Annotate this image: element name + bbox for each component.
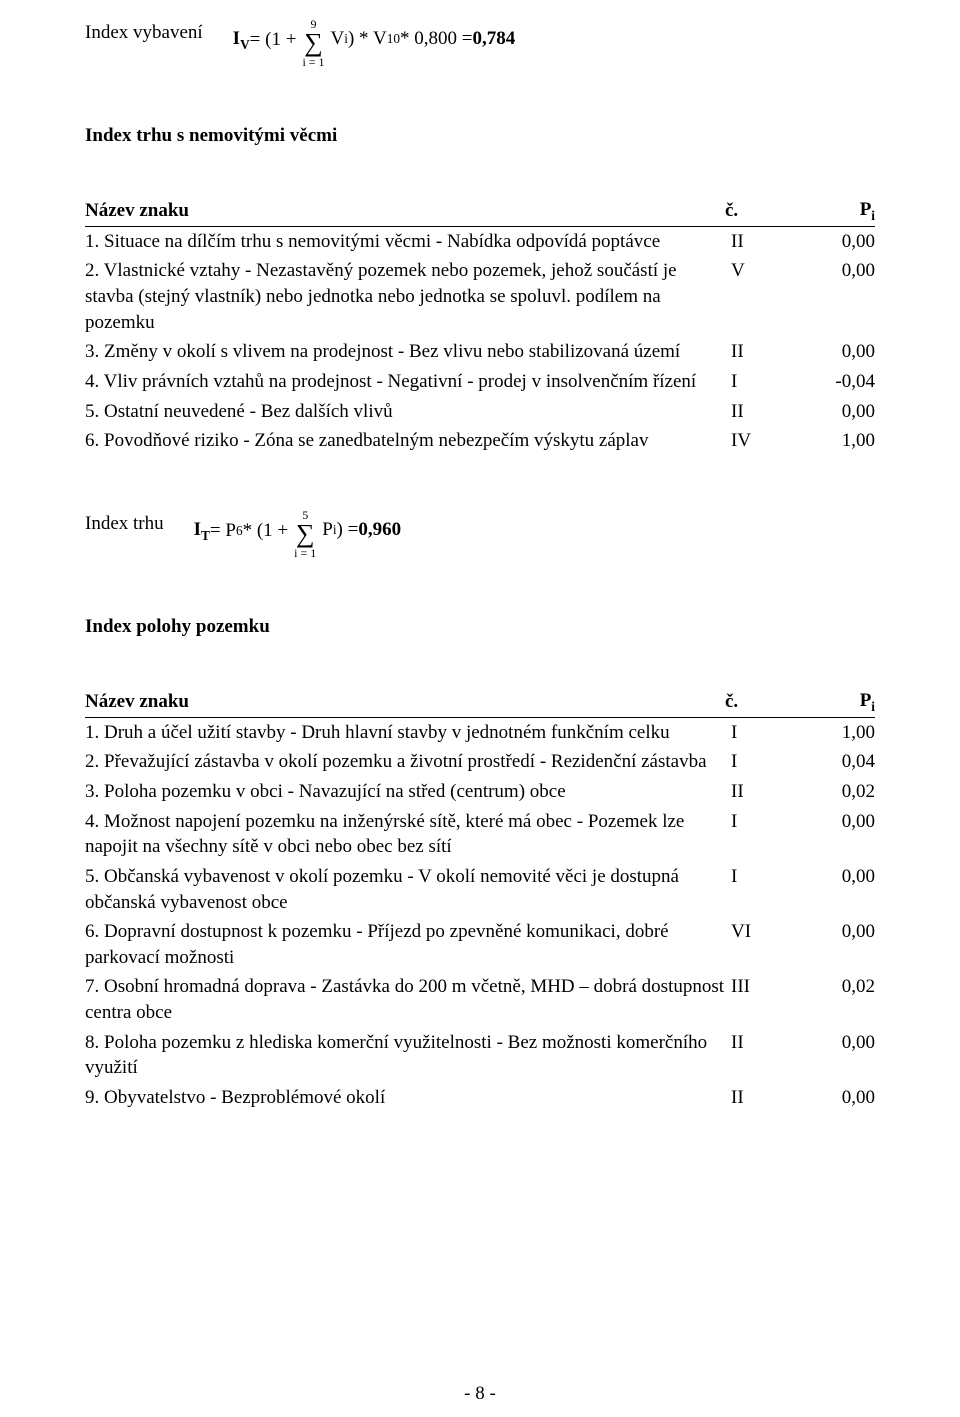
cell-p: 0,00 <box>785 1083 875 1113</box>
cell-name: 4. Možnost napojení pozemku na inženýrsk… <box>85 807 725 862</box>
section-title-trhu: Index trhu s nemovitými věcmi <box>85 125 875 147</box>
cell-name: 9. Obyvatelstvo - Bezproblémové okolí <box>85 1083 725 1113</box>
table-row: 5. Ostatní neuvedené - Bez dalších vlivů… <box>85 397 875 427</box>
cell-c: II <box>725 337 785 367</box>
cell-p: -0,04 <box>785 367 875 397</box>
cell-name: 6. Povodňové riziko - Zóna se zanedbatel… <box>85 426 725 456</box>
cell-name: 3. Změny v okolí s vlivem na prodejnost … <box>85 337 725 367</box>
cell-c: V <box>725 256 785 337</box>
cell-p: 0,02 <box>785 777 875 807</box>
table-row: 7. Osobní hromadná doprava - Zastávka do… <box>85 972 875 1027</box>
table-row: 5. Občanská vybavenost v okolí pozemku -… <box>85 862 875 917</box>
cell-c: I <box>725 717 785 747</box>
table-trhu: Název znaku č. Pi 1. Situace na dílčím t… <box>85 197 875 456</box>
cell-name: 2. Vlastnické vztahy - Nezastavěný pozem… <box>85 256 725 337</box>
col-header-p: Pi <box>785 688 875 717</box>
cell-p: 1,00 <box>785 717 875 747</box>
cell-name: 3. Poloha pozemku v obci - Navazující na… <box>85 777 725 807</box>
cell-c: I <box>725 807 785 862</box>
cell-c: I <box>725 862 785 917</box>
cell-p: 0,00 <box>785 226 875 256</box>
table-row: 2. Převažující zástavba v okolí pozemku … <box>85 747 875 777</box>
cell-name: 5. Ostatní neuvedené - Bez dalších vlivů <box>85 397 725 427</box>
cell-c: I <box>725 747 785 777</box>
table-row: 3. Změny v okolí s vlivem na prodejnost … <box>85 337 875 367</box>
table-row: 6. Dopravní dostupnost k pozemku - Příje… <box>85 917 875 972</box>
section-title-polohy: Index polohy pozemku <box>85 616 875 638</box>
table-row: 8. Poloha pozemku z hlediska komerční vy… <box>85 1028 875 1083</box>
cell-p: 0,02 <box>785 972 875 1027</box>
table-row: 4. Vliv právních vztahů na prodejnost - … <box>85 367 875 397</box>
cell-c: II <box>725 1083 785 1113</box>
table-row: 1. Druh a účel užití stavby - Druh hlavn… <box>85 717 875 747</box>
cell-name: 1. Situace na dílčím trhu s nemovitými v… <box>85 226 725 256</box>
col-header-c: č. <box>725 688 785 717</box>
table-row: 1. Situace na dílčím trhu s nemovitými v… <box>85 226 875 256</box>
cell-p: 0,04 <box>785 747 875 777</box>
table-row: 9. Obyvatelstvo - Bezproblémové okolíII0… <box>85 1083 875 1113</box>
formula-it-label: Index trhu <box>85 511 164 538</box>
formula-it-expr: IT = P6 * (1 + 5 ∑ i = 1 Pi ) = 0,960 <box>194 511 401 561</box>
table-polohy: Název znaku č. Pi 1. Druh a účel užití s… <box>85 688 875 1113</box>
formula-iv: Index vybavení IV = (1 + 9 ∑ i = 1 Vi ) … <box>85 20 875 70</box>
formula-iv-label: Index vybavení <box>85 20 203 47</box>
sigma-icon: 9 ∑ i = 1 <box>302 18 324 68</box>
cell-p: 1,00 <box>785 426 875 456</box>
cell-p: 0,00 <box>785 1028 875 1083</box>
table-row: 2. Vlastnické vztahy - Nezastavěný pozem… <box>85 256 875 337</box>
cell-c: IV <box>725 426 785 456</box>
table-row: 4. Možnost napojení pozemku na inženýrsk… <box>85 807 875 862</box>
cell-p: 0,00 <box>785 337 875 367</box>
table-row: 3. Poloha pozemku v obci - Navazující na… <box>85 777 875 807</box>
cell-name: 6. Dopravní dostupnost k pozemku - Příje… <box>85 917 725 972</box>
document-page: Index vybavení IV = (1 + 9 ∑ i = 1 Vi ) … <box>0 0 960 1417</box>
cell-p: 0,00 <box>785 862 875 917</box>
col-header-c: č. <box>725 197 785 226</box>
cell-p: 0,00 <box>785 807 875 862</box>
formula-iv-expr: IV = (1 + 9 ∑ i = 1 Vi ) * V10 * 0,800 =… <box>233 20 516 70</box>
table-row: 6. Povodňové riziko - Zóna se zanedbatel… <box>85 426 875 456</box>
cell-p: 0,00 <box>785 256 875 337</box>
cell-p: 0,00 <box>785 917 875 972</box>
cell-c: II <box>725 397 785 427</box>
col-header-name: Název znaku <box>85 197 725 226</box>
cell-name: 2. Převažující zástavba v okolí pozemku … <box>85 747 725 777</box>
cell-name: 7. Osobní hromadná doprava - Zastávka do… <box>85 972 725 1027</box>
cell-c: II <box>725 1028 785 1083</box>
formula-it: Index trhu IT = P6 * (1 + 5 ∑ i = 1 Pi )… <box>85 511 875 561</box>
cell-name: 1. Druh a účel užití stavby - Druh hlavn… <box>85 717 725 747</box>
cell-name: 8. Poloha pozemku z hlediska komerční vy… <box>85 1028 725 1083</box>
page-number: - 8 - <box>0 1383 960 1405</box>
cell-c: II <box>725 777 785 807</box>
cell-c: VI <box>725 917 785 972</box>
sigma-icon: 5 ∑ i = 1 <box>294 509 316 559</box>
cell-p: 0,00 <box>785 397 875 427</box>
cell-c: III <box>725 972 785 1027</box>
cell-name: 4. Vliv právních vztahů na prodejnost - … <box>85 367 725 397</box>
cell-c: I <box>725 367 785 397</box>
cell-name: 5. Občanská vybavenost v okolí pozemku -… <box>85 862 725 917</box>
col-header-name: Název znaku <box>85 688 725 717</box>
cell-c: II <box>725 226 785 256</box>
col-header-p: Pi <box>785 197 875 226</box>
